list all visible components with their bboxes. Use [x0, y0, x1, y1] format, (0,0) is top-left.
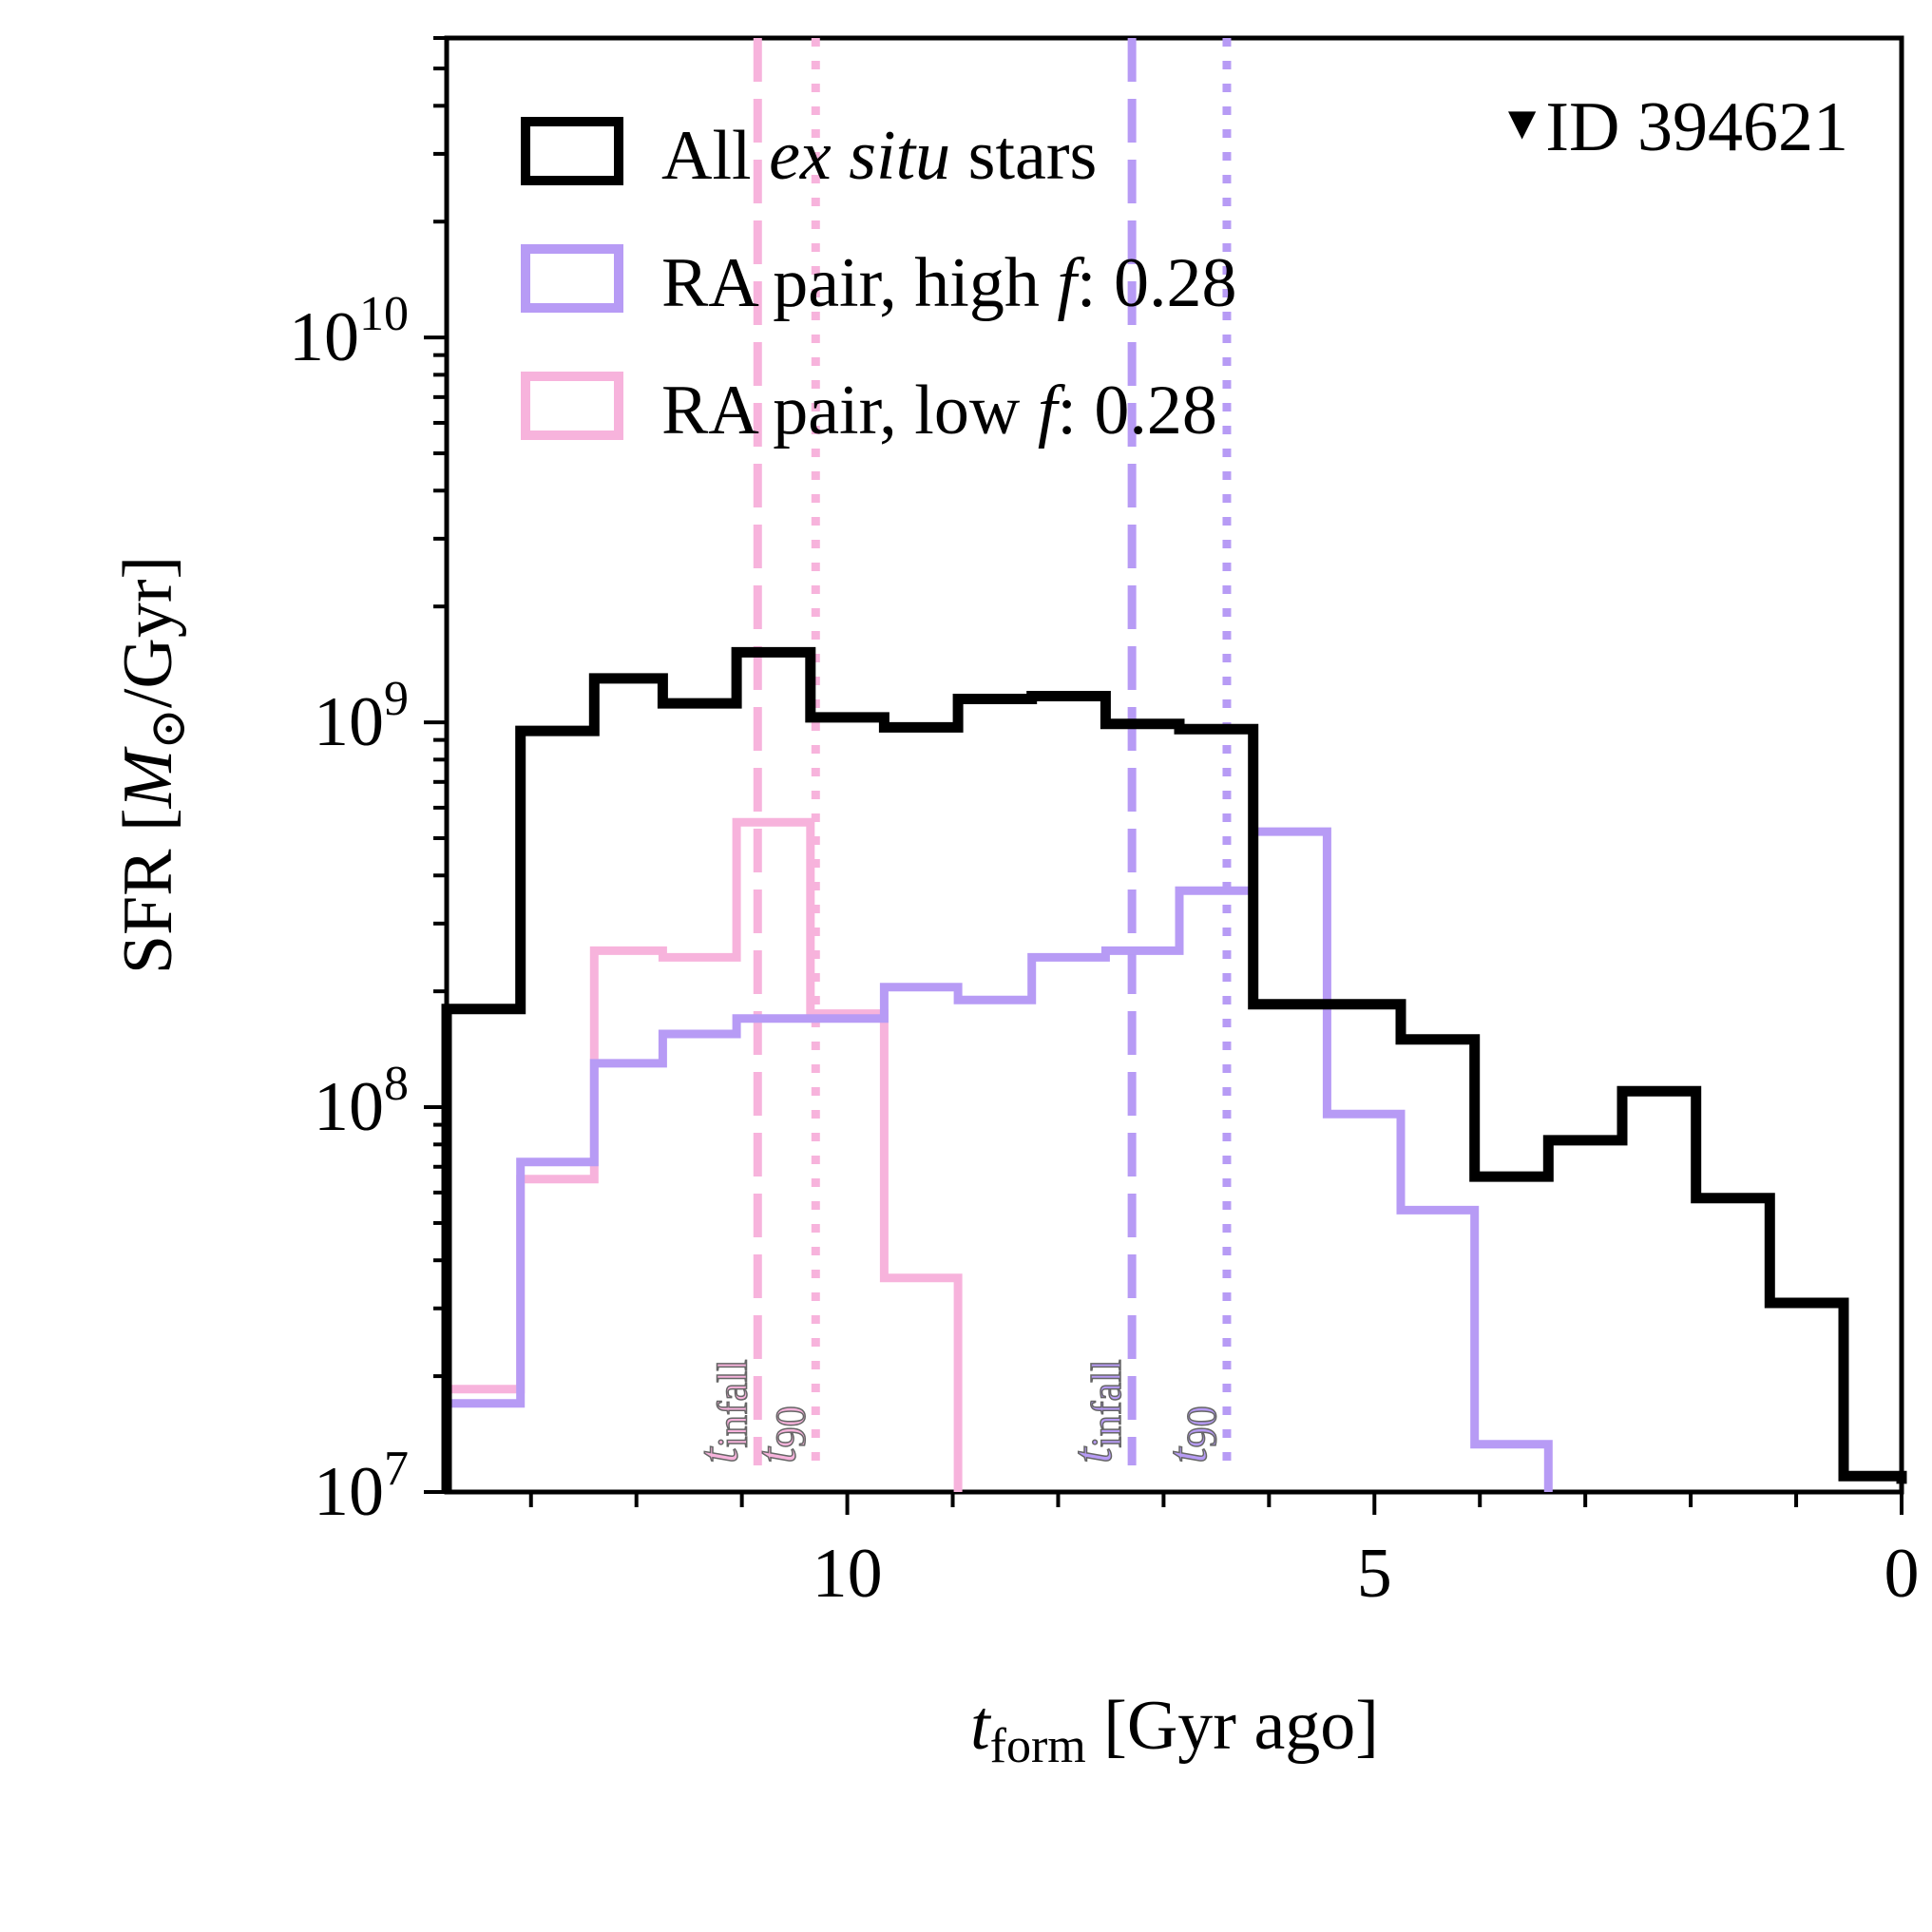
legend-label-all: All ex situ stars [661, 117, 1097, 195]
legend-swatch-high [521, 244, 623, 313]
legend-swatch-low [521, 372, 623, 440]
y-axis-ticks: 107 108 109 1010 [289, 36, 447, 1531]
x-axis-ticks: 10 5 0 [528, 1492, 1920, 1613]
series-all-step [441, 646, 1907, 1492]
legend-swatch-all [521, 117, 623, 185]
legend: All ex situ stars RA pair, high f: 0.28 … [521, 117, 1236, 450]
vline-label-low_t90: t90 [744, 1406, 813, 1463]
legend-label-high: RA pair, high f: 0.28 [661, 244, 1236, 322]
vline-label-high_t90: t90 [1156, 1406, 1225, 1463]
vline-label-low_infall: tinfall [686, 1359, 756, 1463]
series-layer [441, 646, 1907, 1492]
x-tick-label: 10 [813, 1535, 883, 1613]
x-tick-label: 0 [1884, 1535, 1920, 1613]
y-tick-label: 107 [314, 1442, 409, 1531]
y-tick-label: 109 [314, 672, 409, 761]
legend-label-low: RA pair, low f: 0.28 [661, 372, 1217, 450]
vline-label-high_infall: tinfall [1061, 1359, 1130, 1463]
object-id-annotation: ▼ID 394621 [1499, 88, 1848, 166]
y-tick-label: 108 [314, 1057, 409, 1146]
x-tick-label: 5 [1357, 1535, 1392, 1613]
y-axis-label: SFR [M⊙/Gyr] [109, 556, 196, 974]
x-axis-label: tform [Gyr ago] [970, 1687, 1379, 1773]
y-tick-label: 1010 [289, 287, 409, 376]
plot-frame [444, 35, 1904, 1495]
series-high-step [442, 827, 1553, 1492]
triangle-down-icon: ▼ [1499, 96, 1546, 149]
